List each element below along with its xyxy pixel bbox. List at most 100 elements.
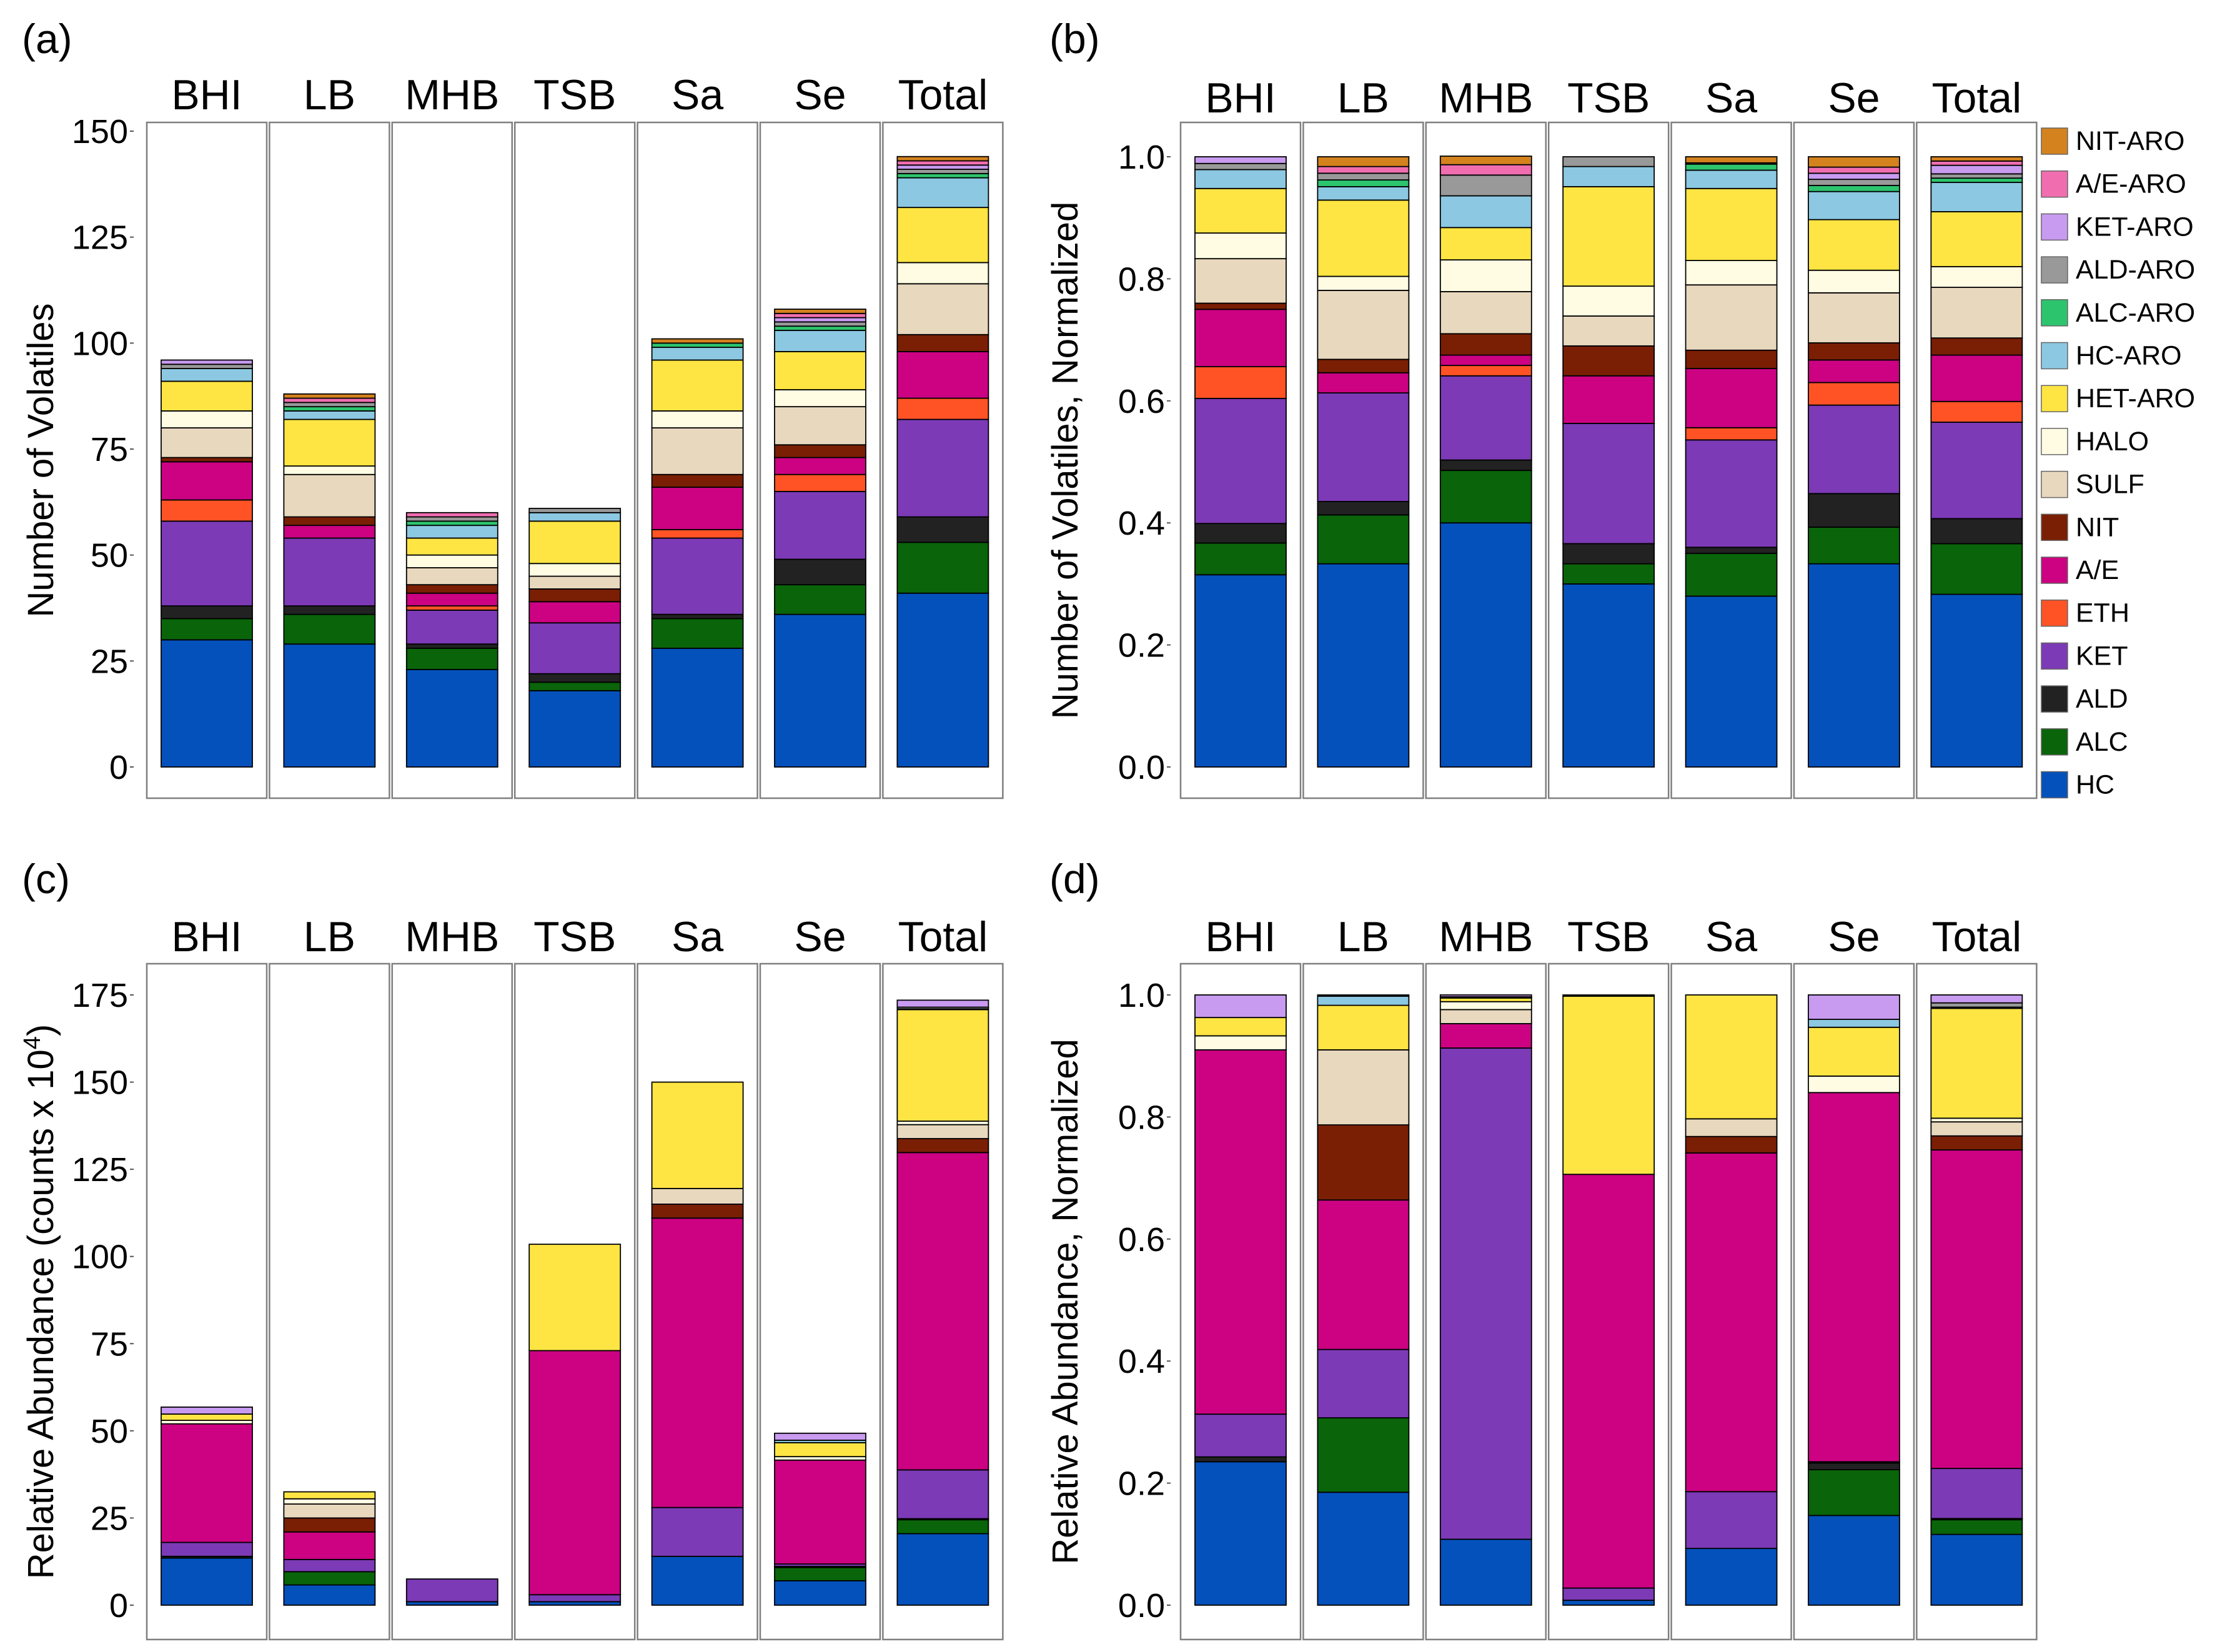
legend-label-ald: ALD <box>2076 684 2128 714</box>
facet-lb: LB <box>1302 74 1424 799</box>
legend-label-eth: ETH <box>2076 598 2129 628</box>
bar-segment-hc-aro <box>528 512 622 522</box>
bar-segment-eth <box>1194 366 1287 399</box>
y-tick-label: 0.8 <box>1118 260 1165 298</box>
bar-segment-alc <box>283 1571 376 1586</box>
bar-segment-het-aro <box>528 1244 622 1352</box>
bar-segment-halo <box>283 465 376 475</box>
bar-segment-halo <box>1930 265 2023 288</box>
facet-bhi: BHI <box>1179 913 1302 1641</box>
legend-swatch-ket-aro <box>2041 213 2068 241</box>
legend-swatch-a-e <box>2041 556 2068 584</box>
bar-segment-hc-aro <box>1930 182 2023 212</box>
bar-segment-alc <box>896 542 989 594</box>
facet-tsb: TSB <box>1547 74 1670 799</box>
bar-segment-ket <box>161 520 253 607</box>
bar-segment-nit <box>1808 342 1900 361</box>
bar-segment-sulf <box>1317 1049 1410 1126</box>
y-axis-title: Relative Abundance, Normalized <box>1045 1039 1086 1564</box>
bar-segment-sulf <box>651 427 744 475</box>
bar-segment-sulf <box>1930 287 2023 339</box>
bar-segment-alc-aro <box>1930 177 2023 183</box>
legend-swatch-het-aro <box>2041 385 2068 412</box>
bar-segment-nit <box>405 584 498 594</box>
bar-segment-nit-aro <box>283 393 376 399</box>
bar-segment-eth <box>774 473 866 492</box>
y-tick-label: 0.4 <box>1118 505 1165 542</box>
bar-segment-alc-aro <box>1317 179 1410 187</box>
bar-segment-nit-aro <box>774 309 866 314</box>
bar-segment-hc <box>774 1580 866 1606</box>
bar-segment-ald <box>528 673 622 683</box>
bar-segment-ket <box>1317 1348 1410 1418</box>
bar-segment-a-e <box>283 1531 376 1560</box>
y-tick-label: 100 <box>72 1239 128 1276</box>
bar-segment-ald <box>283 605 376 615</box>
bar-segment-nit-aro <box>651 338 744 344</box>
bar-segment-eth <box>161 499 253 522</box>
bar-segment-halo <box>1439 259 1532 292</box>
bar-segment-ald-aro <box>1562 994 1655 997</box>
bar-segment-hc <box>405 669 498 768</box>
facet-bhi: BHI <box>146 913 268 1641</box>
facet-title: TSB <box>1567 913 1650 961</box>
facet-title: Se <box>794 71 846 119</box>
bar-segment-hc-aro <box>774 330 866 352</box>
bar-segment-sulf <box>1562 315 1655 347</box>
legend-label-alc: ALC <box>2076 727 2128 757</box>
bar-segment-het-aro <box>1808 1026 1900 1077</box>
panel-a: (a) 0 25 50 75 100 125 150 Number of Volatiles BH… <box>21 16 1004 799</box>
bar-segment-eth <box>1439 365 1532 377</box>
bar-segment-ket <box>1439 375 1532 461</box>
y-tick-label: 125 <box>72 219 128 257</box>
facet-tsb: TSB <box>1547 913 1670 1641</box>
y-tick-label: 25 <box>91 643 128 680</box>
bar-segment-hc <box>896 592 989 768</box>
legend-label-a-e: A/E <box>2076 555 2119 585</box>
legend-label-het-aro: HET-ARO <box>2076 383 2195 413</box>
legend-label-a-e-aro: A/E-ARO <box>2076 169 2186 199</box>
bar-segment-ket <box>405 609 498 645</box>
bar-segment-hc <box>1317 563 1410 768</box>
facet-title: BHI <box>1205 913 1276 961</box>
y-tick-label: 125 <box>72 1151 128 1189</box>
bar-segment-alc <box>405 648 498 670</box>
bar-segment-ald <box>896 516 989 543</box>
bar-segment-ald <box>161 605 253 620</box>
bar-segment-ald-aro <box>1317 994 1410 997</box>
bar-segment-ket <box>283 537 376 607</box>
bar-segment-ald <box>774 558 866 586</box>
facet-bhi: BHI <box>146 71 268 799</box>
bar-segment-halo <box>1317 275 1410 291</box>
legend-label-hc-aro: HC-ARO <box>2076 341 2182 371</box>
y-tick-label: 175 <box>72 977 128 1014</box>
bar-segment-sulf <box>1439 1009 1532 1024</box>
bar-segment-hc <box>651 648 744 768</box>
facet-total: Total <box>882 913 1004 1641</box>
bar-segment-ket <box>896 418 989 518</box>
y-tick-label: 0.0 <box>1118 749 1165 786</box>
bar-segment-alc <box>283 613 376 645</box>
y-tick-label: 0 <box>109 749 128 786</box>
facet-title: LB <box>304 71 355 119</box>
bar-segment-alc-aro <box>774 325 866 331</box>
facet-tsb: TSB <box>513 71 636 799</box>
bar-segment-a-e <box>283 525 376 539</box>
bar-segment-het-aro <box>405 537 498 556</box>
bar-segment-ket-aro <box>896 999 989 1008</box>
bar-segment-a-e <box>1317 1199 1410 1350</box>
bar-segment-nit <box>774 444 866 458</box>
facet-total: Total <box>1916 74 2038 799</box>
bar-segment-hc <box>1562 1600 1655 1606</box>
bar-segment-alc <box>1439 470 1532 524</box>
bar-segment-nit <box>651 1204 744 1219</box>
bar-segment-halo <box>1194 232 1287 260</box>
y-tick-label: 1.0 <box>1118 977 1165 1014</box>
legend-label-ald-aro: ALD-ARO <box>2076 255 2195 285</box>
bar-segment-nit-aro <box>1808 156 1900 168</box>
bar-segment-hc <box>283 1584 376 1606</box>
bar-segment-a-e <box>896 351 989 399</box>
bar-segment-ket-aro <box>896 164 989 170</box>
facet-title: BHI <box>171 913 242 961</box>
panel-label: (b) <box>1049 16 1100 62</box>
